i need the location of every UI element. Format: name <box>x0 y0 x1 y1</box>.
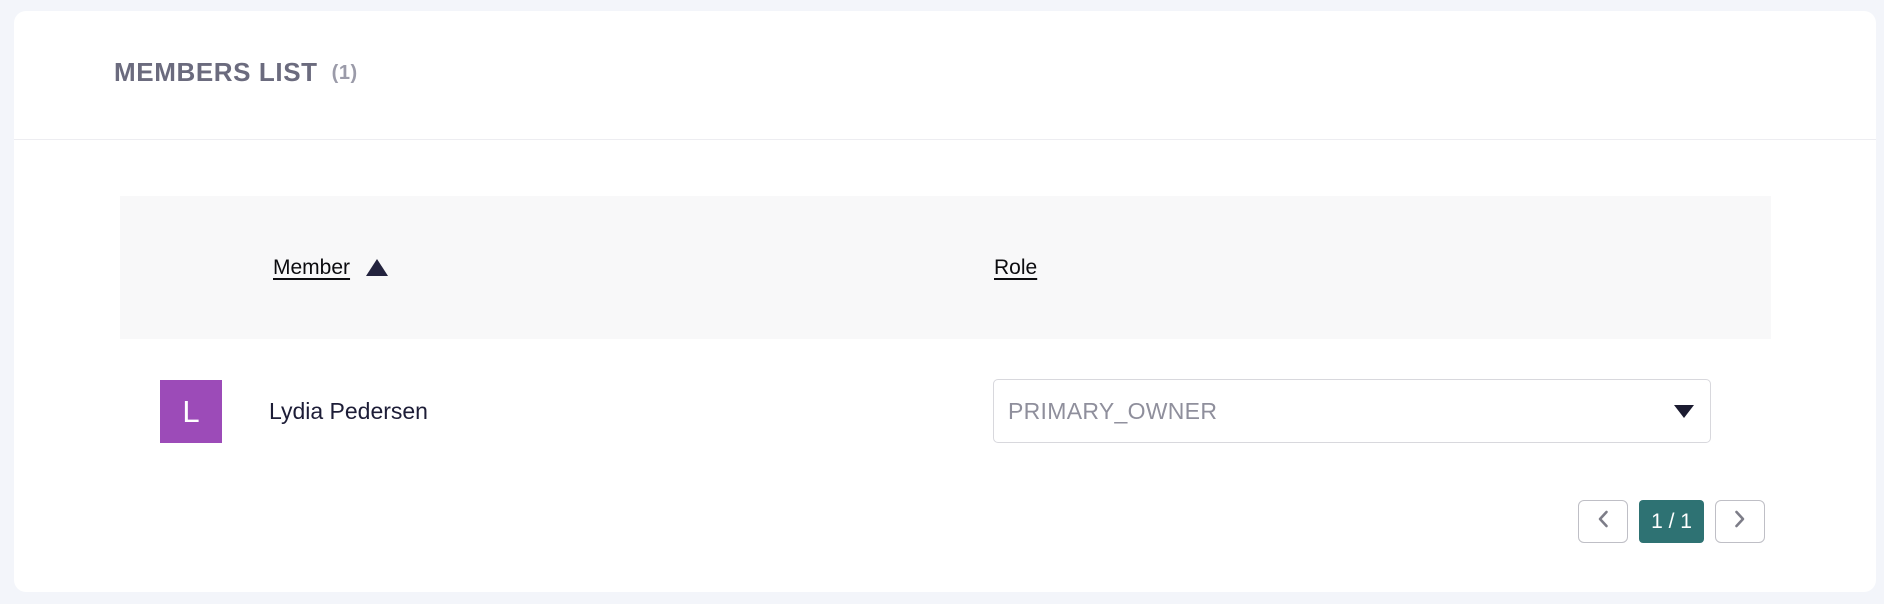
next-page-button[interactable] <box>1715 500 1765 543</box>
pagination: 1 / 1 <box>1578 500 1765 543</box>
role-select[interactable]: PRIMARY_OWNER <box>993 379 1711 443</box>
page-indicator: 1 / 1 <box>1639 500 1704 543</box>
column-header-role-label: Role <box>994 255 1038 279</box>
chevron-down-icon <box>1674 405 1694 418</box>
page-title: MEMBERS LIST (1) <box>114 57 358 88</box>
chevron-right-icon <box>1733 509 1747 534</box>
page-title-text: MEMBERS LIST <box>114 57 318 87</box>
members-card: MEMBERS LIST (1) Member Role L Lydia Pede… <box>14 11 1876 592</box>
card-header: MEMBERS LIST (1) <box>14 11 1876 140</box>
avatar-initial: L <box>182 393 200 429</box>
member-count: (1) <box>331 62 358 84</box>
role-select-value: PRIMARY_OWNER <box>1008 397 1218 424</box>
prev-page-button[interactable] <box>1578 500 1628 543</box>
table-row: L Lydia Pedersen PRIMARY_OWNER <box>120 379 1771 443</box>
sort-asc-icon <box>366 259 389 276</box>
chevron-left-icon <box>1596 509 1610 534</box>
column-header-role[interactable]: Role <box>994 196 1037 339</box>
members-table-header: Member Role <box>120 196 1771 339</box>
avatar: L <box>160 380 222 443</box>
column-header-member[interactable]: Member <box>273 196 389 339</box>
member-name: Lydia Pedersen <box>269 397 428 424</box>
column-header-member-label: Member <box>273 255 351 279</box>
